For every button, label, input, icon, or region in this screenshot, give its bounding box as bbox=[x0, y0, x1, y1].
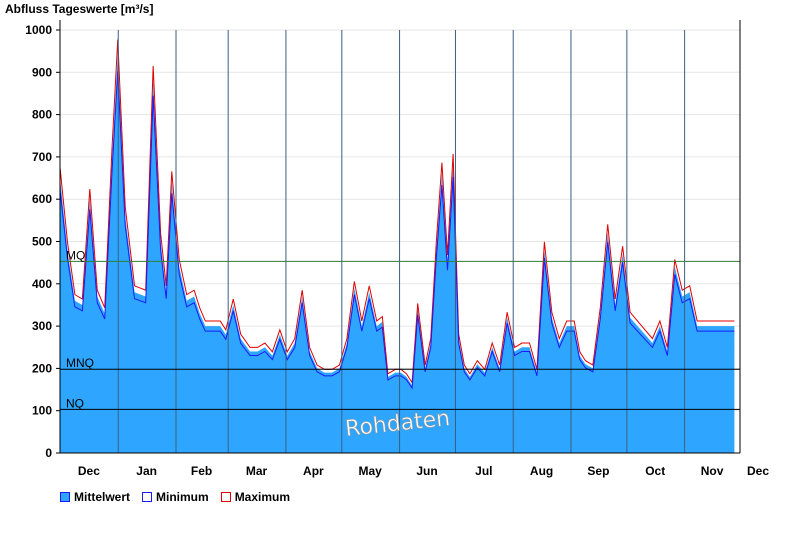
x-tick-label: Jun bbox=[416, 464, 437, 478]
legend-item-min: Minimum bbox=[142, 490, 209, 504]
y-tick-label: 900 bbox=[32, 65, 52, 79]
reference-label: NQ bbox=[66, 396, 84, 410]
y-tick-label: 800 bbox=[32, 108, 52, 122]
legend-item-mean: Mittelwert bbox=[60, 490, 130, 504]
legend-label-max: Maximum bbox=[234, 490, 291, 504]
x-tick-label: May bbox=[359, 464, 383, 478]
legend-swatch-mean bbox=[60, 492, 70, 502]
reference-label: MNQ bbox=[66, 356, 94, 370]
x-tick-label: Nov bbox=[701, 464, 724, 478]
x-tick-label: Dec bbox=[78, 464, 100, 478]
x-tick-label: Mar bbox=[246, 464, 268, 478]
y-tick-label: 700 bbox=[32, 150, 52, 164]
legend-swatch-min bbox=[142, 492, 153, 502]
series-layer bbox=[59, 39, 735, 453]
y-tick-label: 300 bbox=[32, 319, 52, 333]
y-tick-labels: 0 100 200 300 400 500 600 700 800 900 1000 bbox=[25, 23, 60, 460]
month-dividers bbox=[117, 30, 686, 453]
x-tick-label: Jan bbox=[136, 464, 157, 478]
chart-title: Abfluss Tageswerte [m³/s] bbox=[5, 2, 153, 16]
x-tick-label: Aug bbox=[530, 464, 553, 478]
series-min-line bbox=[59, 71, 735, 390]
series-max-line bbox=[59, 39, 735, 385]
axes bbox=[59, 20, 741, 454]
x-tick-label: Oct bbox=[645, 464, 665, 478]
y-tick-label: 0 bbox=[45, 446, 52, 460]
x-tick-label: Jul bbox=[475, 464, 492, 478]
legend-item-max: Maximum bbox=[220, 490, 291, 504]
y-tick-label: 400 bbox=[32, 277, 52, 291]
x-tick-labels: Dec Jan Feb Mar Apr May Jun Jul Aug Sep Oct Nov Dec bbox=[78, 464, 769, 478]
y-tick-label: 100 bbox=[32, 404, 52, 418]
y-tick-label: 500 bbox=[32, 235, 52, 249]
legend-label-min: Minimum bbox=[156, 490, 209, 504]
y-tick-label: 1000 bbox=[25, 23, 52, 37]
x-tick-label: Sep bbox=[587, 464, 609, 478]
reference-label: MQ bbox=[66, 248, 85, 262]
reference-lines: MQ MNQ NQ bbox=[60, 248, 740, 410]
y-tick-label: 600 bbox=[32, 192, 52, 206]
x-tick-label: Dec bbox=[747, 464, 769, 478]
y-tick-label: 200 bbox=[32, 361, 52, 375]
legend-label-mean: Mittelwert bbox=[74, 490, 131, 504]
x-tick-label: Feb bbox=[191, 464, 212, 478]
legend-swatch-max bbox=[220, 492, 231, 502]
x-tick-label: Apr bbox=[303, 464, 324, 478]
legend: Mittelwert Minimum Maximum bbox=[60, 490, 290, 504]
